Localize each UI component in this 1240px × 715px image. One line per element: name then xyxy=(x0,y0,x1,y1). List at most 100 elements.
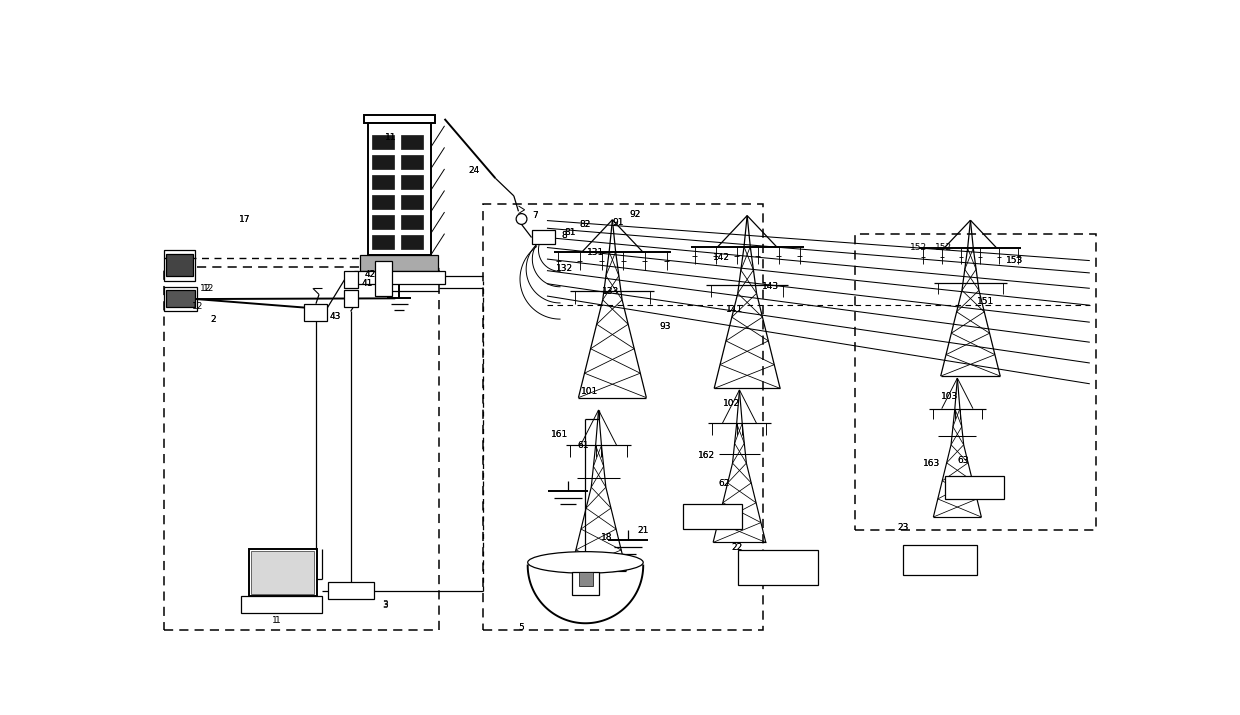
Text: 17: 17 xyxy=(238,214,250,224)
Text: 162: 162 xyxy=(698,451,715,460)
Bar xyxy=(402,135,423,149)
Text: 1: 1 xyxy=(274,616,280,626)
Bar xyxy=(854,235,1096,530)
Text: 63: 63 xyxy=(957,456,968,465)
Bar xyxy=(367,123,430,255)
Text: 82: 82 xyxy=(580,220,591,229)
Text: 41: 41 xyxy=(362,279,373,288)
Bar xyxy=(353,270,444,285)
Text: 103: 103 xyxy=(941,392,959,400)
Text: 141: 141 xyxy=(725,305,743,314)
Text: 43: 43 xyxy=(330,312,341,321)
Text: 11: 11 xyxy=(384,133,397,142)
Text: 161: 161 xyxy=(552,430,569,439)
Text: 8: 8 xyxy=(562,232,568,240)
Bar xyxy=(304,304,327,320)
Text: 62: 62 xyxy=(718,479,729,488)
Text: 151: 151 xyxy=(977,297,994,306)
Text: 101: 101 xyxy=(580,387,598,396)
Bar xyxy=(738,550,818,585)
Text: 143: 143 xyxy=(761,282,779,290)
Text: 23: 23 xyxy=(898,523,909,531)
Bar xyxy=(683,504,742,528)
Text: 101: 101 xyxy=(580,387,598,396)
Text: 5: 5 xyxy=(518,623,525,631)
Bar xyxy=(402,175,423,189)
Text: 17: 17 xyxy=(238,214,250,224)
Text: 102: 102 xyxy=(723,399,740,408)
Text: 91: 91 xyxy=(613,217,624,227)
Text: 141: 141 xyxy=(725,305,743,314)
Text: 23: 23 xyxy=(898,523,909,531)
Text: 12: 12 xyxy=(202,284,213,293)
Text: 42: 42 xyxy=(365,270,376,279)
Text: 152: 152 xyxy=(935,243,952,252)
Text: 3: 3 xyxy=(382,601,388,610)
Bar xyxy=(572,572,599,595)
Bar xyxy=(345,272,358,288)
Text: 18: 18 xyxy=(600,533,613,542)
Text: 132: 132 xyxy=(556,264,573,273)
Bar xyxy=(166,255,192,276)
Bar xyxy=(372,155,394,169)
Text: 21: 21 xyxy=(637,526,649,535)
Bar xyxy=(242,596,322,613)
Text: 93: 93 xyxy=(658,322,671,331)
Text: 132: 132 xyxy=(556,264,573,273)
Text: 131: 131 xyxy=(587,248,604,257)
Text: 61: 61 xyxy=(578,441,589,450)
Text: 162: 162 xyxy=(698,451,715,460)
Text: 143: 143 xyxy=(761,282,779,290)
Text: 42: 42 xyxy=(365,270,376,279)
Bar xyxy=(532,230,554,244)
Bar xyxy=(372,235,394,249)
Text: 163: 163 xyxy=(924,458,941,468)
Text: 22: 22 xyxy=(732,543,743,552)
Bar xyxy=(164,250,195,280)
Text: 131: 131 xyxy=(587,248,604,257)
Bar xyxy=(372,195,394,209)
Text: 163: 163 xyxy=(924,458,941,468)
Text: 18: 18 xyxy=(600,533,613,542)
Text: 92: 92 xyxy=(630,210,641,219)
Text: 153: 153 xyxy=(1006,256,1023,265)
Text: 24: 24 xyxy=(469,166,480,175)
Text: 2: 2 xyxy=(211,315,216,324)
Text: 63: 63 xyxy=(957,456,968,465)
Text: 12: 12 xyxy=(192,302,203,311)
Text: 12: 12 xyxy=(200,284,212,293)
Text: 2: 2 xyxy=(211,315,216,324)
Text: 133: 133 xyxy=(603,287,620,296)
Text: 81: 81 xyxy=(564,227,575,237)
Bar xyxy=(372,175,394,189)
Text: 7: 7 xyxy=(532,211,538,220)
Text: 3: 3 xyxy=(382,599,388,608)
Bar xyxy=(579,572,593,586)
Text: 153: 153 xyxy=(1006,256,1023,265)
Bar xyxy=(363,115,434,123)
Bar xyxy=(402,215,423,229)
Text: 7: 7 xyxy=(532,211,538,220)
Bar xyxy=(945,476,1003,499)
Text: 8: 8 xyxy=(562,232,568,240)
Bar xyxy=(164,267,439,630)
Text: 1: 1 xyxy=(273,616,278,626)
Bar xyxy=(327,583,373,599)
Text: 133: 133 xyxy=(603,287,620,296)
Text: 142: 142 xyxy=(713,253,730,262)
Text: 81: 81 xyxy=(564,227,575,237)
Text: 22: 22 xyxy=(732,543,743,552)
Bar xyxy=(376,262,392,296)
Text: 92: 92 xyxy=(630,210,641,219)
Text: 62: 62 xyxy=(718,479,729,488)
Text: 41: 41 xyxy=(362,279,373,288)
Bar xyxy=(252,551,315,594)
Text: 151: 151 xyxy=(977,297,994,306)
Ellipse shape xyxy=(528,552,644,573)
Bar xyxy=(360,255,439,270)
Text: 21: 21 xyxy=(637,526,649,535)
Text: 91: 91 xyxy=(613,217,624,227)
Bar xyxy=(372,135,394,149)
Bar xyxy=(402,155,423,169)
Text: 103: 103 xyxy=(941,392,959,400)
